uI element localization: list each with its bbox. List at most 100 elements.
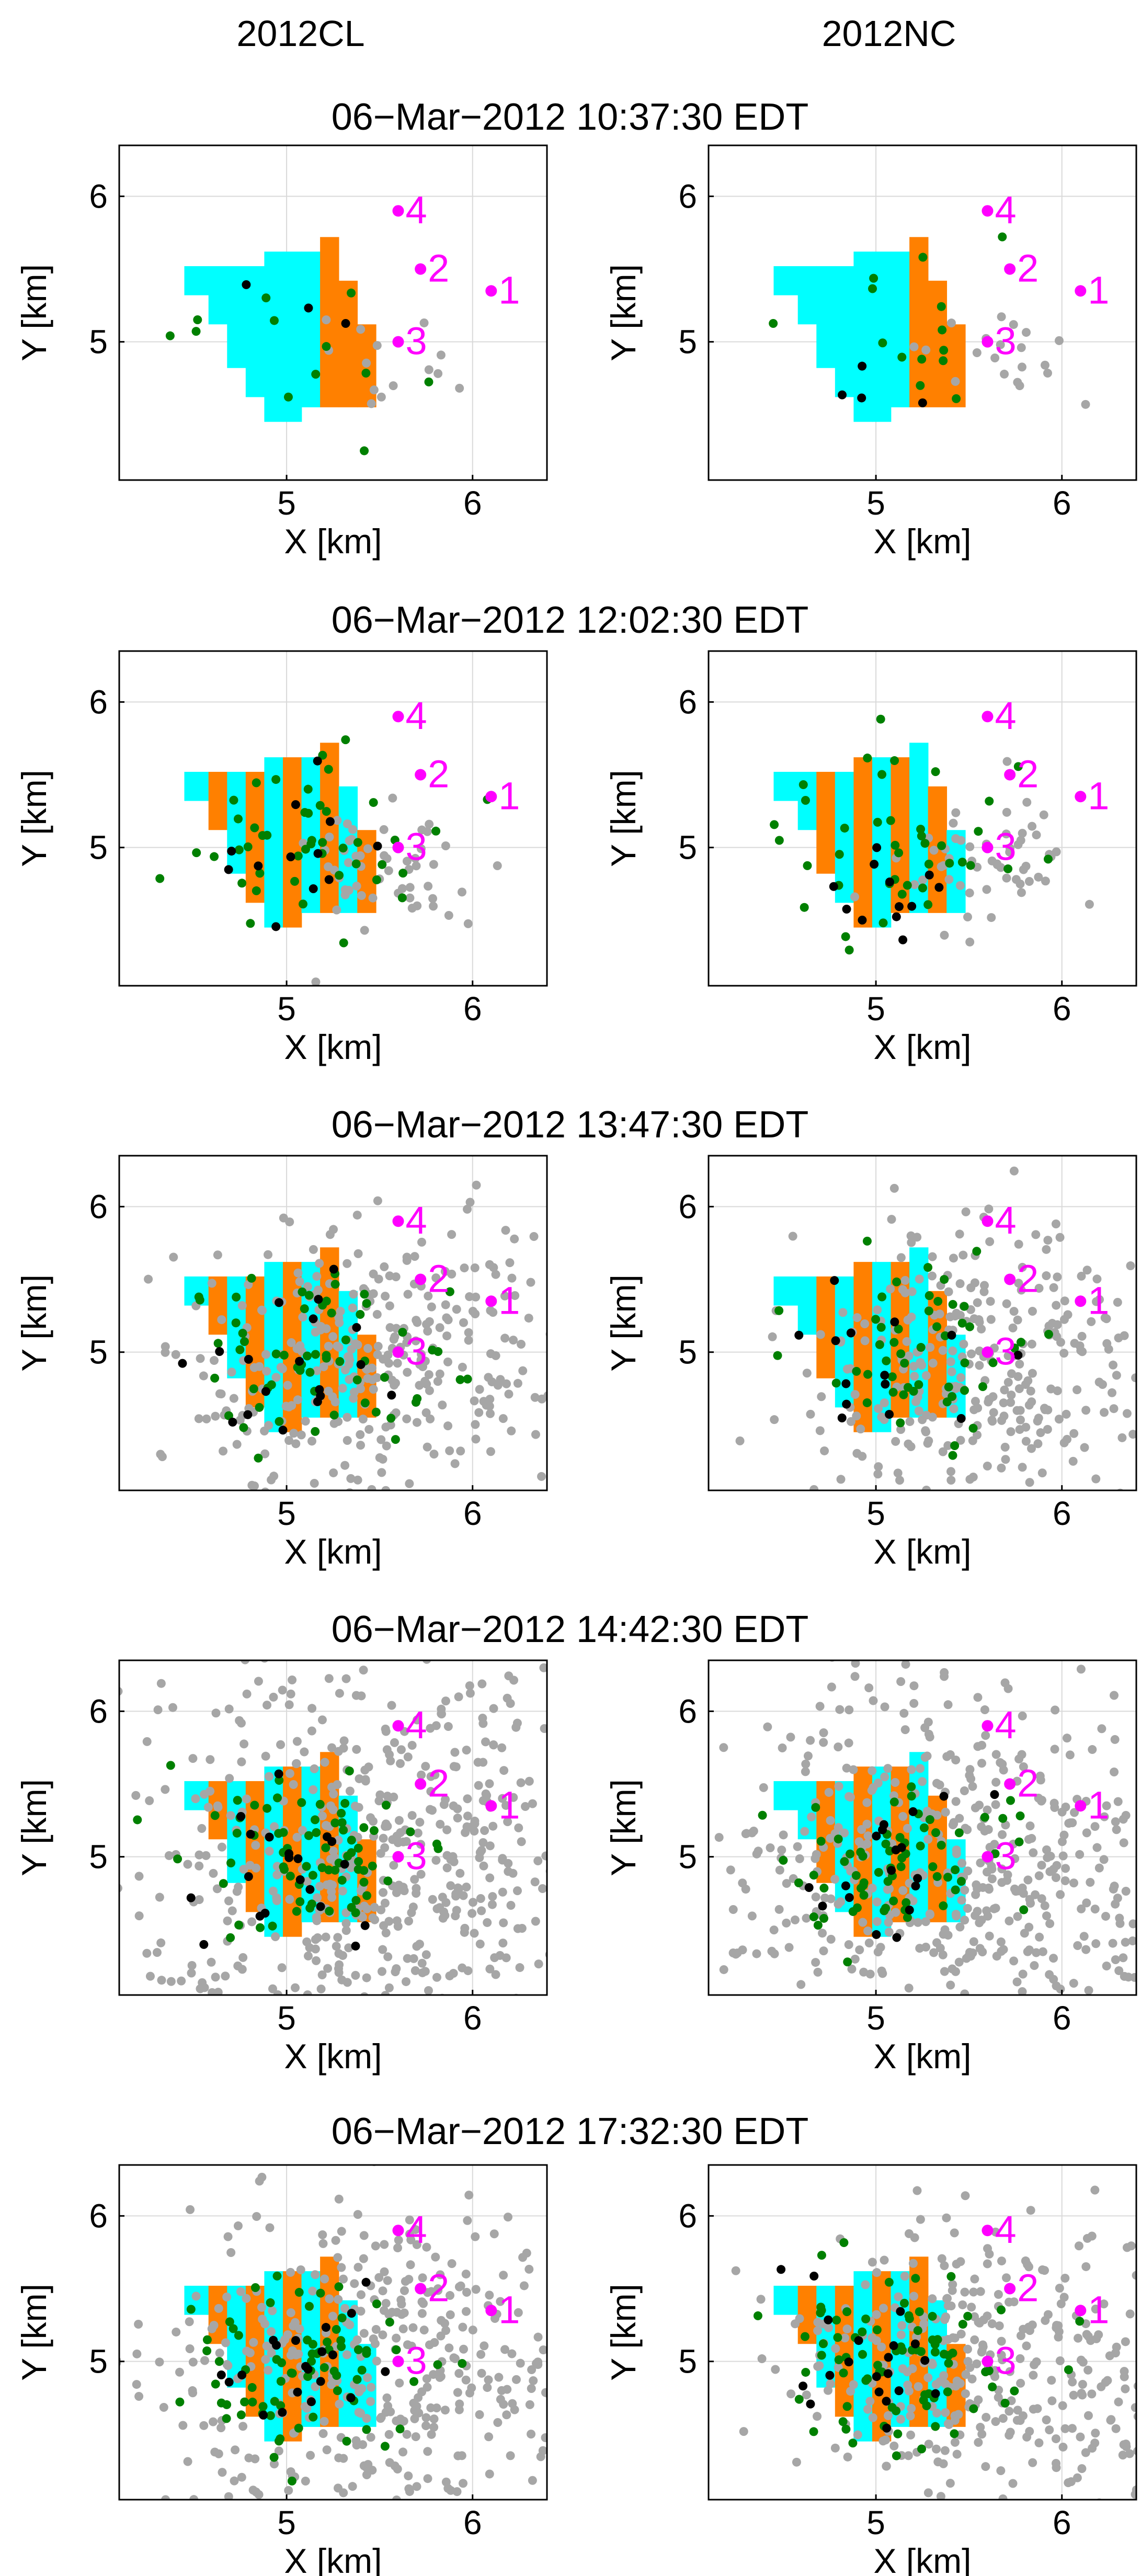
gray-event — [1025, 1821, 1035, 1831]
gray-event — [1060, 1876, 1070, 1885]
gray-event — [485, 1395, 495, 1404]
gray-event — [975, 1800, 984, 1810]
green-event — [445, 1287, 454, 1296]
gray-event — [1052, 1332, 1062, 1341]
black-event — [947, 1330, 956, 1340]
gray-event — [984, 1397, 993, 1407]
gray-event — [505, 1258, 515, 1268]
gray-event — [215, 2024, 224, 2033]
gray-event — [557, 1874, 566, 1883]
gray-event — [823, 2386, 832, 2395]
green-event — [803, 861, 812, 870]
gray-event — [1106, 2415, 1116, 2424]
gray-event — [635, 1994, 644, 2003]
gray-event — [210, 2447, 220, 2457]
gray-event — [858, 1918, 868, 1927]
green-event — [347, 288, 356, 298]
gray-event — [849, 1765, 858, 1774]
gray-event — [317, 1715, 327, 1725]
y-tick-label: 6 — [89, 683, 108, 721]
gray-event — [520, 2036, 529, 2045]
gray-event — [1022, 1538, 1031, 1547]
gray-event — [531, 1430, 540, 1439]
y-tick-label: 6 — [678, 1188, 697, 1225]
gray-event — [942, 2213, 951, 2222]
gray-event — [1068, 2377, 1077, 2387]
gray-event — [1001, 1455, 1010, 1464]
green-event — [956, 1877, 966, 1886]
gray-event — [247, 1480, 257, 1490]
y-tick-label: 6 — [678, 2197, 697, 2235]
green-event — [322, 342, 331, 351]
stage-rect — [853, 1262, 873, 1432]
green-event — [883, 1877, 893, 1886]
gray-event — [635, 2425, 644, 2434]
gray-event — [335, 1318, 344, 1327]
green-event — [819, 1913, 829, 1923]
gray-event — [1035, 1932, 1044, 1942]
gray-event — [973, 1884, 982, 1894]
gray-event — [425, 2043, 433, 2052]
gray-event — [195, 1861, 204, 1871]
gray-event — [329, 2502, 338, 2511]
gray-event — [921, 1917, 930, 1927]
gray-event — [893, 1468, 903, 1478]
green-event — [385, 2318, 394, 2327]
gray-event — [969, 2287, 978, 2297]
black-event — [883, 2369, 893, 2378]
gray-event — [235, 1500, 244, 1509]
well-label-4: 4 — [995, 694, 1016, 737]
gray-event — [421, 2421, 431, 2431]
gray-event — [453, 1883, 463, 1893]
black-event — [798, 2381, 808, 2391]
gray-event — [429, 2414, 439, 2424]
black-event — [841, 1379, 851, 1388]
gray-event — [795, 2314, 804, 2323]
gray-event — [380, 2240, 389, 2249]
green-event — [329, 1410, 339, 1420]
black-event — [777, 2265, 786, 2274]
gray-event — [938, 1346, 948, 1355]
gray-event — [921, 345, 931, 355]
gray-event — [889, 2441, 899, 2450]
gray-event — [461, 2270, 471, 2279]
y-axis-label: Y [km] — [15, 2284, 53, 2381]
green-event — [214, 2357, 224, 2366]
gray-event — [1016, 1415, 1025, 1424]
gray-event — [438, 1913, 448, 1923]
gray-event — [1121, 1886, 1131, 1896]
gray-event — [969, 1937, 978, 1946]
green-event — [958, 2320, 967, 2329]
gray-event — [904, 2229, 914, 2238]
gray-event — [601, 1906, 610, 1915]
well-label-4: 4 — [405, 1703, 427, 1747]
gray-event — [296, 2265, 305, 2275]
gray-event — [334, 1949, 344, 1958]
gray-event — [884, 1928, 894, 1937]
gray-event — [260, 1426, 269, 1435]
gray-event — [374, 1796, 384, 1806]
gray-event — [493, 2418, 503, 2427]
gray-event — [144, 1274, 153, 1284]
green-event — [283, 392, 293, 402]
green-event — [255, 1923, 265, 1932]
stage-rect — [797, 266, 817, 325]
gray-event — [211, 1411, 220, 1421]
gray-event — [973, 2531, 982, 2540]
gray-event — [872, 2268, 882, 2277]
gray-event — [291, 1983, 300, 1992]
gray-event — [795, 1854, 804, 1863]
gray-event — [979, 2315, 988, 2324]
gray-event — [268, 2306, 277, 2316]
gray-event — [450, 1459, 460, 1468]
well-label-3: 3 — [995, 320, 1016, 363]
gray-event — [441, 1696, 450, 1706]
gray-event — [640, 2056, 648, 2065]
gray-event — [923, 2488, 933, 2498]
green-event — [307, 2349, 317, 2358]
gray-event — [1092, 1843, 1102, 1852]
gray-event — [441, 1300, 450, 1309]
gray-event — [578, 1374, 587, 1383]
gray-event — [243, 2057, 252, 2066]
gray-event — [1077, 1904, 1086, 1913]
